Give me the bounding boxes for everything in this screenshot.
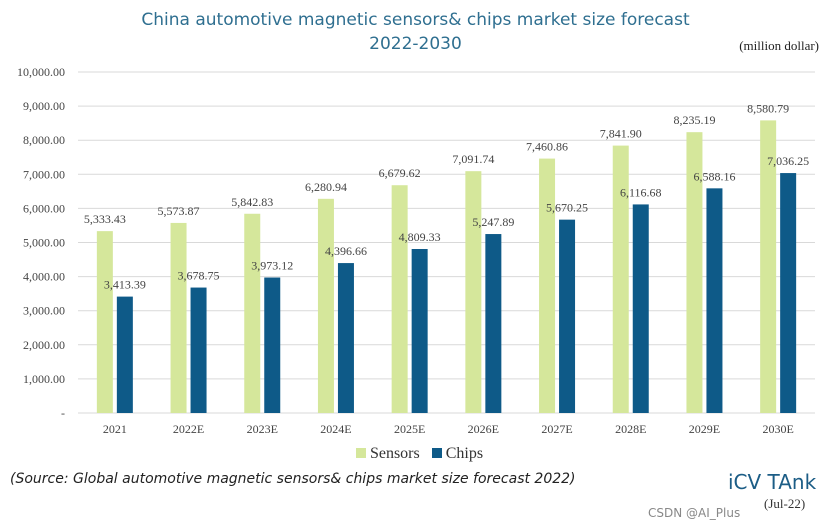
- title-line-1: China automotive magnetic sensors& chips…: [141, 10, 690, 30]
- x-tick-label: 2028E: [615, 422, 646, 436]
- bar-chips: [559, 219, 576, 413]
- y-tick-label: 10,000.00: [17, 65, 65, 79]
- y-tick-label: -: [61, 406, 65, 420]
- data-label-sensors: 6,679.62: [379, 166, 421, 180]
- legend-swatch-sensors: [355, 448, 366, 458]
- data-label-chips: 7,036.25: [767, 154, 809, 168]
- bar-chips: [190, 287, 207, 413]
- x-tick-label: 2025E: [394, 422, 425, 436]
- data-label-chips: 3,678.75: [178, 269, 220, 283]
- bar-sensors: [612, 145, 629, 413]
- title-line-2: 2022-2030: [369, 34, 462, 54]
- y-tick-label: 3,000.00: [23, 304, 65, 318]
- bar-chips: [264, 277, 281, 413]
- bar-sensors: [317, 198, 334, 413]
- data-label-chips: 4,809.33: [399, 230, 441, 244]
- watermark: CSDN @AI_Plus: [648, 506, 741, 520]
- data-label-sensors: 5,333.43: [84, 212, 126, 226]
- data-label-sensors: 5,842.83: [231, 195, 273, 209]
- y-tick-label: 2,000.00: [23, 338, 65, 352]
- y-tick-label: 1,000.00: [23, 372, 65, 386]
- bar-sensors: [465, 171, 482, 413]
- data-label-sensors: 8,235.19: [673, 113, 715, 127]
- legend-swatch-chips: [431, 448, 442, 458]
- bar-chips: [337, 263, 354, 413]
- data-label-chips: 6,588.16: [693, 169, 735, 183]
- x-tick-label: 2026E: [468, 422, 499, 436]
- legend-label-sensors: Sensors: [369, 445, 420, 462]
- bar-chart: - 1,000.00 2,000.00 3,000.00 4,000.00 5,000.0…: [17, 65, 815, 436]
- data-label-sensors: 7,460.86: [526, 140, 568, 154]
- bar-sensors: [170, 222, 187, 413]
- bar-sensors: [760, 120, 777, 414]
- bar-chips: [116, 296, 133, 413]
- legend-label-chips: Chips: [445, 445, 484, 462]
- data-label-chips: 4,396.66: [325, 244, 367, 258]
- logo: iCV TAnk: [728, 470, 817, 494]
- legend: Sensors Chips: [0, 445, 831, 463]
- data-label-sensors: 7,091.74: [452, 152, 494, 166]
- data-label-chips: 3,973.12: [251, 259, 293, 273]
- bar-chips: [706, 188, 723, 413]
- source-note: (Source: Global automotive magnetic sens…: [10, 471, 576, 487]
- x-tick-label: 2023E: [247, 422, 278, 436]
- bar-chips: [411, 249, 428, 413]
- y-tick-label: 6,000.00: [23, 201, 65, 215]
- data-label-sensors: 6,280.94: [305, 180, 347, 194]
- date-note: (Jul-22): [764, 496, 806, 511]
- chart-title: China automotive magnetic sensors& chips…: [0, 8, 831, 56]
- data-label-chips: 5,670.25: [546, 201, 588, 215]
- y-tick-label: 8,000.00: [23, 133, 65, 147]
- y-tick-label: 5,000.00: [23, 236, 65, 250]
- bar-sensors: [686, 132, 703, 413]
- x-tick-label: 2030E: [762, 422, 793, 436]
- data-label-chips: 3,413.39: [104, 278, 146, 292]
- bar-sensors: [539, 158, 556, 413]
- x-tick-label: 2021: [103, 422, 127, 436]
- data-label-sensors: 5,573.87: [158, 204, 200, 218]
- x-tick-label: 2027E: [541, 422, 572, 436]
- x-tick-label: 2024E: [320, 422, 351, 436]
- unit-label: (million dollar): [739, 38, 819, 53]
- bar-sensors: [96, 231, 113, 413]
- data-label-chips: 6,116.68: [620, 185, 662, 199]
- y-tick-label: 9,000.00: [23, 99, 65, 113]
- x-tick-label: 2029E: [689, 422, 720, 436]
- data-label-sensors: 8,580.79: [747, 101, 789, 115]
- bar-chips: [485, 234, 502, 413]
- bar-chips: [780, 173, 797, 413]
- data-label-chips: 5,247.89: [472, 215, 514, 229]
- data-label-sensors: 7,841.90: [600, 127, 642, 141]
- x-tick-label: 2022E: [173, 422, 204, 436]
- y-tick-label: 7,000.00: [23, 167, 65, 181]
- bar-sensors: [244, 213, 261, 413]
- bar-sensors: [391, 185, 408, 413]
- bar-chips: [632, 204, 649, 413]
- y-tick-label: 4,000.00: [23, 270, 65, 284]
